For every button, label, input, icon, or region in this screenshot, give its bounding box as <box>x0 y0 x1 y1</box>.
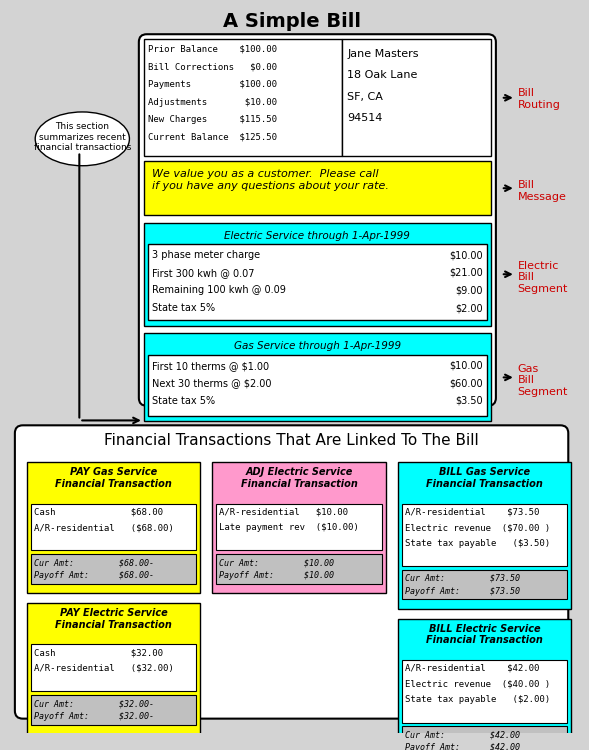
FancyBboxPatch shape <box>139 34 496 406</box>
Text: Electric
Bill
Segment: Electric Bill Segment <box>518 260 568 294</box>
Text: Gas Service through 1-Apr-1999: Gas Service through 1-Apr-1999 <box>234 341 401 351</box>
Bar <box>27 463 200 593</box>
Bar <box>31 503 196 550</box>
Text: BILL Gas Service
Financial Transaction: BILL Gas Service Financial Transaction <box>426 467 543 489</box>
Bar <box>144 334 491 422</box>
Text: Financial Transactions That Are Linked To The Bill: Financial Transactions That Are Linked T… <box>104 433 479 448</box>
Text: State tax payable   ($3.50): State tax payable ($3.50) <box>405 538 550 548</box>
Text: Cur Amt:         $10.00: Cur Amt: $10.00 <box>219 558 334 567</box>
Bar <box>398 463 571 609</box>
Text: Electric Service through 1-Apr-1999: Electric Service through 1-Apr-1999 <box>224 231 411 241</box>
Text: Payoff Amt:      $32.00-: Payoff Amt: $32.00- <box>34 712 154 721</box>
Text: Bill
Routing: Bill Routing <box>518 88 561 109</box>
Text: Cur Amt:         $32.00-: Cur Amt: $32.00- <box>34 699 154 708</box>
Text: Cash              $68.00: Cash $68.00 <box>34 508 163 517</box>
Bar <box>402 570 567 599</box>
Bar <box>342 39 491 157</box>
Bar <box>144 161 491 215</box>
Text: A/R-residential   $10.00: A/R-residential $10.00 <box>219 508 348 517</box>
Text: $2.00: $2.00 <box>455 303 483 313</box>
Text: Cur Amt:         $73.50: Cur Amt: $73.50 <box>405 574 519 583</box>
Text: We value you as a customer.  Please call
if you have any questions about your ra: We value you as a customer. Please call … <box>152 170 389 190</box>
Text: Adjustments       $10.00: Adjustments $10.00 <box>148 98 277 106</box>
Bar <box>148 355 487 416</box>
Text: Remaining 100 kwh @ 0.09: Remaining 100 kwh @ 0.09 <box>152 286 286 296</box>
Bar <box>27 603 200 734</box>
FancyBboxPatch shape <box>15 425 568 718</box>
Bar <box>31 644 196 692</box>
Text: Gas
Bill
Segment: Gas Bill Segment <box>518 364 568 397</box>
Text: PAY Electric Service
Financial Transaction: PAY Electric Service Financial Transacti… <box>55 608 172 630</box>
Text: $3.50: $3.50 <box>455 396 483 406</box>
Text: 3 phase meter charge: 3 phase meter charge <box>152 251 260 260</box>
Text: State tax payable   ($2.00): State tax payable ($2.00) <box>405 695 550 704</box>
Text: Electric revenue  ($40.00 ): Electric revenue ($40.00 ) <box>405 680 550 688</box>
Text: New Charges      $115.50: New Charges $115.50 <box>148 116 277 124</box>
Bar <box>144 39 342 157</box>
Text: State tax 5%: State tax 5% <box>152 396 215 406</box>
Text: Payments         $100.00: Payments $100.00 <box>148 80 277 89</box>
Text: $21.00: $21.00 <box>449 268 483 278</box>
Ellipse shape <box>35 112 130 166</box>
Text: BILL Electric Service
Financial Transaction: BILL Electric Service Financial Transact… <box>426 624 543 646</box>
Text: Bill
Message: Bill Message <box>518 181 567 202</box>
Text: Prior Balance    $100.00: Prior Balance $100.00 <box>148 45 277 54</box>
Text: A/R-residential   ($32.00): A/R-residential ($32.00) <box>34 664 174 673</box>
Text: Payoff Amt:      $42.00: Payoff Amt: $42.00 <box>405 743 519 750</box>
Text: ADJ Electric Service
Financial Transaction: ADJ Electric Service Financial Transacti… <box>240 467 358 489</box>
Text: This section
summarizes recent
financial transactions: This section summarizes recent financial… <box>34 122 131 152</box>
Text: A/R-residential    $42.00: A/R-residential $42.00 <box>405 664 539 673</box>
Text: $60.00: $60.00 <box>449 379 483 388</box>
Text: Payoff Amt:      $73.50: Payoff Amt: $73.50 <box>405 586 519 596</box>
Text: $9.00: $9.00 <box>455 286 483 296</box>
Text: Cur Amt:         $42.00: Cur Amt: $42.00 <box>405 730 519 740</box>
Text: 18 Oak Lane: 18 Oak Lane <box>347 70 418 80</box>
Text: $10.00: $10.00 <box>449 361 483 370</box>
Text: PAY Gas Service
Financial Transaction: PAY Gas Service Financial Transaction <box>55 467 172 489</box>
Text: Bill Corrections   $0.00: Bill Corrections $0.00 <box>148 62 277 71</box>
Text: SF, CA: SF, CA <box>347 92 383 102</box>
Bar <box>31 554 196 584</box>
Text: Payoff Amt:      $10.00: Payoff Amt: $10.00 <box>219 571 334 580</box>
Text: Cur Amt:         $68.00-: Cur Amt: $68.00- <box>34 558 154 567</box>
Text: A Simple Bill: A Simple Bill <box>223 12 360 31</box>
Bar <box>216 503 382 550</box>
Text: Next 30 therms @ $2.00: Next 30 therms @ $2.00 <box>152 379 272 388</box>
Text: Electric revenue  ($70.00 ): Electric revenue ($70.00 ) <box>405 523 550 532</box>
Bar <box>144 223 491 326</box>
Text: State tax 5%: State tax 5% <box>152 303 215 313</box>
Text: A/R-residential    $73.50: A/R-residential $73.50 <box>405 508 539 517</box>
Text: First 300 kwh @ 0.07: First 300 kwh @ 0.07 <box>152 268 254 278</box>
Bar <box>402 727 567 750</box>
Text: Current Balance  $125.50: Current Balance $125.50 <box>148 133 277 142</box>
Text: Payoff Amt:      $68.00-: Payoff Amt: $68.00- <box>34 571 154 580</box>
Bar <box>398 619 571 750</box>
Bar <box>402 503 567 566</box>
Text: Cash              $32.00: Cash $32.00 <box>34 648 163 657</box>
Bar <box>402 660 567 722</box>
Text: First 10 therms @ $1.00: First 10 therms @ $1.00 <box>152 361 269 370</box>
Bar <box>212 463 386 593</box>
Bar <box>31 695 196 724</box>
Text: A/R-residential   ($68.00): A/R-residential ($68.00) <box>34 523 174 532</box>
Text: $10.00: $10.00 <box>449 251 483 260</box>
Text: 94514: 94514 <box>347 113 382 124</box>
Text: Jane Masters: Jane Masters <box>347 49 419 59</box>
Bar <box>216 554 382 584</box>
Bar <box>148 244 487 320</box>
Text: Late payment rev  ($10.00): Late payment rev ($10.00) <box>219 523 359 532</box>
